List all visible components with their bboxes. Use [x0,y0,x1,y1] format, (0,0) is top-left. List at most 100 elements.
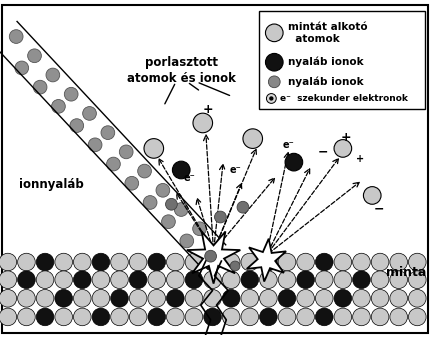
Circle shape [36,253,54,271]
Text: mintát alkotó: mintát alkotó [287,22,367,32]
Circle shape [203,271,221,289]
Circle shape [106,157,120,171]
Circle shape [110,289,128,307]
Circle shape [73,253,91,271]
Circle shape [240,289,258,307]
Circle shape [64,87,78,101]
Text: porlasztott
atomok és ionok: porlasztott atomok és ionok [127,55,235,84]
Circle shape [242,129,262,148]
Circle shape [222,253,240,271]
Circle shape [18,271,35,289]
Circle shape [265,53,283,71]
Circle shape [363,187,380,204]
Circle shape [237,201,248,213]
Circle shape [230,261,240,271]
Circle shape [185,289,202,307]
Circle shape [51,99,65,113]
Circle shape [70,119,83,132]
Circle shape [296,253,314,271]
Text: +: + [356,154,364,164]
Circle shape [155,184,170,197]
Text: −: − [373,202,384,215]
Circle shape [389,253,406,271]
Polygon shape [187,232,240,284]
Circle shape [315,289,332,307]
Circle shape [296,289,314,307]
Circle shape [185,308,202,326]
Text: +: + [202,103,212,116]
Circle shape [0,271,17,289]
Circle shape [352,308,369,326]
Circle shape [148,289,165,307]
Circle shape [92,271,110,289]
Circle shape [73,271,91,289]
Bar [258,11,424,109]
Circle shape [55,289,72,307]
Text: +: + [340,130,350,144]
Circle shape [240,271,258,289]
Circle shape [166,308,184,326]
Polygon shape [246,239,286,282]
Text: e⁻: e⁻ [183,173,194,183]
Circle shape [389,308,406,326]
Circle shape [148,308,165,326]
Circle shape [222,271,240,289]
Circle shape [352,289,369,307]
Circle shape [333,271,351,289]
Circle shape [259,308,276,326]
Circle shape [92,253,110,271]
Circle shape [333,140,351,157]
Circle shape [185,271,202,289]
Circle shape [214,211,226,223]
Circle shape [268,76,279,88]
Circle shape [166,289,184,307]
Circle shape [407,271,425,289]
Circle shape [129,271,147,289]
Circle shape [36,289,54,307]
Circle shape [278,289,295,307]
Circle shape [148,271,165,289]
Circle shape [278,308,295,326]
Circle shape [148,253,165,271]
Circle shape [265,24,283,42]
Circle shape [18,308,35,326]
Circle shape [278,253,295,271]
Circle shape [92,308,110,326]
Circle shape [389,289,406,307]
Circle shape [222,289,240,307]
Circle shape [333,289,351,307]
Circle shape [371,289,388,307]
Circle shape [0,289,17,307]
Circle shape [296,271,314,289]
Circle shape [284,153,302,171]
Circle shape [266,94,276,103]
Circle shape [185,253,202,271]
Circle shape [73,289,91,307]
Circle shape [82,106,96,120]
Circle shape [407,253,425,271]
Circle shape [259,253,276,271]
Circle shape [55,253,72,271]
Circle shape [46,68,60,82]
Circle shape [203,308,221,326]
Circle shape [110,271,128,289]
Circle shape [240,308,258,326]
Circle shape [144,139,163,158]
Circle shape [180,234,193,248]
Circle shape [172,161,190,179]
Text: minta: minta [385,266,426,279]
Circle shape [55,271,72,289]
Circle shape [389,271,406,289]
Circle shape [138,164,151,178]
Circle shape [36,308,54,326]
Circle shape [101,126,114,140]
Circle shape [110,308,128,326]
Circle shape [166,271,184,289]
Circle shape [407,308,425,326]
Circle shape [129,289,147,307]
Circle shape [407,289,425,307]
Circle shape [315,308,332,326]
Circle shape [166,253,184,271]
Circle shape [129,308,147,326]
Circle shape [192,222,206,236]
